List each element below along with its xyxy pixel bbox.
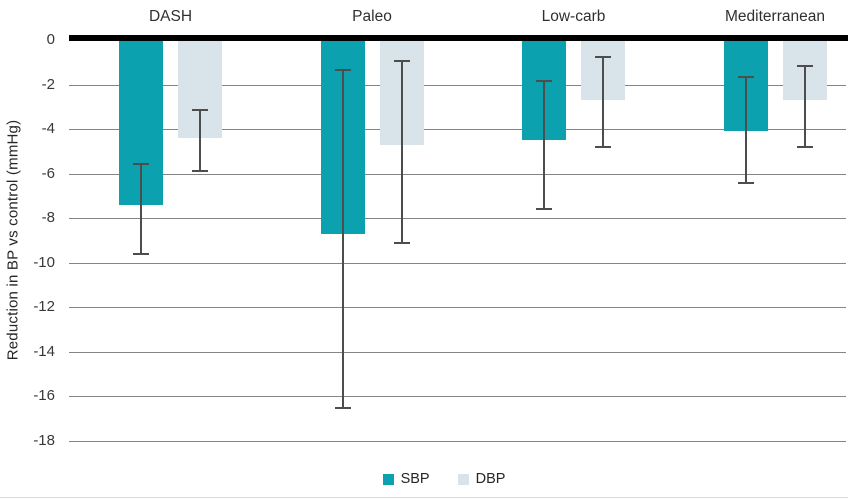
error-cap-top [334, 68, 351, 71]
category-label-mediterranean: Mediterranean [725, 8, 825, 25]
error-bar-dbp-paleo [400, 60, 403, 243]
y-tick-label--12: -12 [33, 298, 55, 316]
error-cap-top [393, 60, 410, 63]
error-cap-bottom [393, 241, 410, 244]
legend-label-dbp: DBP [475, 471, 506, 487]
category-label-low-carb: Low-carb [541, 8, 606, 25]
error-cap-top [595, 55, 611, 58]
error-cap-bottom [796, 145, 813, 148]
error-cap-bottom [133, 252, 149, 255]
error-cap-top [737, 75, 754, 78]
y-tick-label--6: -6 [41, 164, 55, 182]
error-cap-top [133, 162, 149, 165]
gridline--10 [69, 262, 846, 264]
error-cap-bottom [737, 181, 754, 184]
error-cap-bottom [334, 406, 351, 409]
error-cap-bottom [192, 170, 208, 173]
y-tick-label--14: -14 [33, 342, 55, 360]
y-tick-label--16: -16 [33, 387, 55, 405]
error-cap-top [796, 64, 813, 67]
error-bar-sbp-mediterranean [744, 75, 747, 183]
error-bar-dbp-mediterranean [803, 64, 806, 147]
error-cap-bottom [536, 208, 552, 211]
error-bar-dbp-dash [199, 109, 201, 172]
gridline--12 [69, 307, 846, 309]
gridline--8 [69, 218, 846, 220]
gridline--6 [69, 173, 846, 175]
error-bar-sbp-low-carb [543, 80, 545, 210]
error-cap-top [192, 109, 208, 112]
legend-item-sbp: SBP [382, 471, 430, 487]
gridline--16 [69, 396, 846, 398]
y-tick-label--8: -8 [41, 209, 55, 227]
zero-axis-line [69, 35, 848, 41]
y-tick-label-0: 0 [46, 31, 55, 48]
error-cap-top [536, 80, 552, 83]
legend-item-dbp: DBP [457, 471, 506, 487]
gridline--14 [69, 351, 846, 353]
y-tick-label--2: -2 [41, 75, 55, 93]
legend-swatch-sbp [382, 473, 394, 485]
category-label-dash: DASH [148, 8, 193, 25]
gridline--4 [69, 129, 846, 131]
error-bar-sbp-dash [140, 162, 142, 254]
legend: SBP DBP [40, 471, 848, 487]
error-cap-bottom [595, 145, 611, 148]
category-label-paleo: Paleo [352, 8, 392, 25]
error-bar-sbp-paleo [341, 68, 344, 408]
y-tick-label--10: -10 [33, 253, 55, 271]
gridline--18 [69, 441, 846, 443]
legend-label-sbp: SBP [400, 471, 430, 487]
legend-swatch-dbp [457, 473, 469, 485]
gridline--2 [69, 84, 846, 86]
error-bar-dbp-low-carb [602, 55, 604, 147]
bottom-border-line [0, 497, 848, 498]
y-tick-label--18: -18 [33, 432, 55, 450]
y-tick-label--4: -4 [41, 120, 55, 138]
